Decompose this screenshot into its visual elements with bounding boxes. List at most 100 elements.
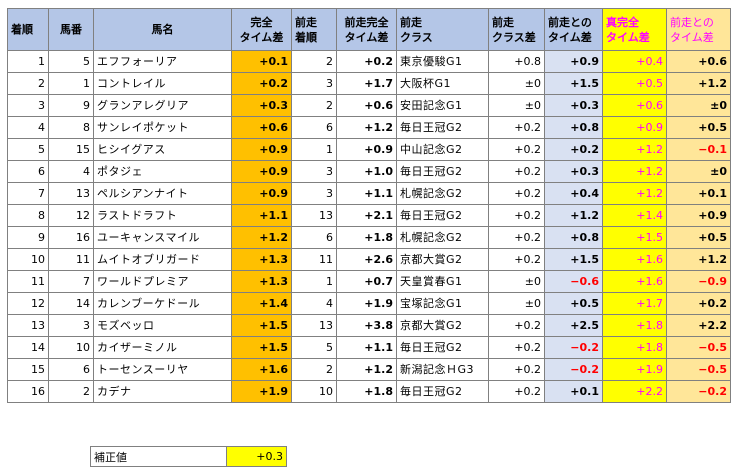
cell-time: +0.2 bbox=[231, 72, 292, 95]
cell-pos: 1 bbox=[7, 50, 49, 73]
header-row: 着順 馬番 馬名 完全 タイム差 前走 着順 前走完全 タイム差 前走 クラス 前走 クラ… bbox=[7, 8, 731, 51]
cell-prev-diff: +0.8 bbox=[544, 226, 603, 249]
cell-prev-time: +0.6 bbox=[336, 94, 397, 117]
cell-name: モズベッロ bbox=[93, 314, 232, 337]
cell-true-time: +1.9 bbox=[602, 358, 667, 381]
cell-time: +0.3 bbox=[231, 94, 292, 117]
cell-prev-pos: 3 bbox=[291, 72, 337, 95]
cell-class-diff: +0.2 bbox=[488, 248, 545, 271]
cell-num: 11 bbox=[48, 248, 94, 271]
cell-prev-diff: +0.9 bbox=[544, 50, 603, 73]
header-time: 完全 タイム差 bbox=[231, 8, 292, 51]
cell-time: +1.3 bbox=[231, 270, 292, 293]
cell-prev-time: +1.9 bbox=[336, 292, 397, 315]
cell-prev-class: 京都大賞G2 bbox=[396, 248, 489, 271]
cell-prev-diff: +1.5 bbox=[544, 248, 603, 271]
cell-class-diff: +0.2 bbox=[488, 336, 545, 359]
cell-num: 16 bbox=[48, 226, 94, 249]
cell-time: +1.5 bbox=[231, 314, 292, 337]
cell-prev-pos: 11 bbox=[291, 248, 337, 271]
cell-prev-class: 大阪杯G1 bbox=[396, 72, 489, 95]
cell-class-diff: ±0 bbox=[488, 292, 545, 315]
cell-prev-diff: +0.4 bbox=[544, 182, 603, 205]
cell-prev-diff: +0.1 bbox=[544, 380, 603, 403]
cell-class-diff: +0.2 bbox=[488, 314, 545, 337]
cell-pos: 12 bbox=[7, 292, 49, 315]
cell-name: トーセンスーリヤ bbox=[93, 358, 232, 381]
cell-true-diff: ±0 bbox=[666, 94, 731, 117]
table-row: 7 13 ペルシアンナイト +0.9 3 +1.1 札幌記念G2 +0.2 +0.4 +1.2 +0… bbox=[7, 182, 731, 205]
cell-prev-pos: 13 bbox=[291, 204, 337, 227]
cell-prev-class: 東京優駿G1 bbox=[396, 50, 489, 73]
correction-table: 補正値 +0.3 bbox=[90, 446, 287, 467]
cell-prev-class: 札幌記念G2 bbox=[396, 182, 489, 205]
cell-prev-diff: −0.6 bbox=[544, 270, 603, 293]
cell-time: +1.6 bbox=[231, 358, 292, 381]
cell-true-diff: +0.6 bbox=[666, 50, 731, 73]
cell-true-diff: −0.5 bbox=[666, 358, 731, 381]
cell-prev-pos: 1 bbox=[291, 138, 337, 161]
cell-prev-class: 毎日王冠G2 bbox=[396, 116, 489, 139]
cell-prev-class: 毎日王冠G2 bbox=[396, 204, 489, 227]
cell-true-time: +1.4 bbox=[602, 204, 667, 227]
cell-prev-time: +0.7 bbox=[336, 270, 397, 293]
table-row: 16 2 カデナ +1.9 10 +1.8 毎日王冠G2 +0.2 +0.1 +2.2 −0.2 bbox=[7, 380, 731, 403]
header-true-time: 真完全 タイム差 bbox=[602, 8, 667, 51]
cell-pos: 11 bbox=[7, 270, 49, 293]
cell-true-time: +1.6 bbox=[602, 248, 667, 271]
cell-true-time: +1.2 bbox=[602, 182, 667, 205]
cell-prev-pos: 2 bbox=[291, 94, 337, 117]
cell-true-diff: +1.2 bbox=[666, 248, 731, 271]
cell-prev-time: +1.1 bbox=[336, 182, 397, 205]
cell-time: +0.9 bbox=[231, 160, 292, 183]
cell-num: 13 bbox=[48, 182, 94, 205]
header-name: 馬名 bbox=[93, 8, 232, 51]
cell-true-diff: −0.2 bbox=[666, 380, 731, 403]
cell-class-diff: ±0 bbox=[488, 94, 545, 117]
cell-true-diff: +0.5 bbox=[666, 226, 731, 249]
header-pos: 着順 bbox=[7, 8, 49, 51]
cell-num: 15 bbox=[48, 138, 94, 161]
cell-name: ワールドプレミア bbox=[93, 270, 232, 293]
cell-prev-pos: 3 bbox=[291, 182, 337, 205]
cell-true-diff: +0.5 bbox=[666, 116, 731, 139]
cell-time: +1.3 bbox=[231, 248, 292, 271]
cell-prev-class: 中山記念G2 bbox=[396, 138, 489, 161]
cell-true-time: +1.6 bbox=[602, 270, 667, 293]
cell-name: カイザーミノル bbox=[93, 336, 232, 359]
cell-prev-time: +0.9 bbox=[336, 138, 397, 161]
cell-class-diff: +0.2 bbox=[488, 182, 545, 205]
cell-class-diff: +0.2 bbox=[488, 380, 545, 403]
cell-num: 3 bbox=[48, 314, 94, 337]
cell-true-time: +1.8 bbox=[602, 314, 667, 337]
cell-time: +0.6 bbox=[231, 116, 292, 139]
cell-class-diff: +0.2 bbox=[488, 116, 545, 139]
cell-prev-pos: 13 bbox=[291, 314, 337, 337]
table-row: 12 14 カレンブーケドール +1.4 4 +1.9 宝塚記念G1 ±0 +0.5 +1.7 +0… bbox=[7, 292, 731, 315]
cell-pos: 8 bbox=[7, 204, 49, 227]
cell-true-time: +1.8 bbox=[602, 336, 667, 359]
cell-pos: 14 bbox=[7, 336, 49, 359]
cell-num: 10 bbox=[48, 336, 94, 359]
cell-pos: 6 bbox=[7, 160, 49, 183]
cell-prev-pos: 3 bbox=[291, 160, 337, 183]
cell-class-diff: +0.2 bbox=[488, 358, 545, 381]
cell-name: カデナ bbox=[93, 380, 232, 403]
cell-prev-diff: +2.5 bbox=[544, 314, 603, 337]
cell-class-diff: ±0 bbox=[488, 270, 545, 293]
cell-prev-class: 天皇賞春G1 bbox=[396, 270, 489, 293]
cell-prev-time: +1.2 bbox=[336, 116, 397, 139]
cell-time: +1.9 bbox=[231, 380, 292, 403]
cell-prev-pos: 6 bbox=[291, 116, 337, 139]
cell-name: コントレイル bbox=[93, 72, 232, 95]
cell-true-diff: +0.9 bbox=[666, 204, 731, 227]
cell-true-time: +0.4 bbox=[602, 50, 667, 73]
cell-num: 2 bbox=[48, 380, 94, 403]
table-row: 13 3 モズベッロ +1.5 13 +3.8 京都大賞G2 +0.2 +2.5 +1.8 +2.2 bbox=[7, 314, 731, 337]
cell-prev-diff: +1.5 bbox=[544, 72, 603, 95]
cell-prev-time: +1.8 bbox=[336, 380, 397, 403]
cell-prev-class: 新潟記念ＨG3 bbox=[396, 358, 489, 381]
cell-true-diff: −0.5 bbox=[666, 336, 731, 359]
header-true-diff: 前走との タイム差 bbox=[666, 8, 731, 51]
cell-name: サンレイポケット bbox=[93, 116, 232, 139]
